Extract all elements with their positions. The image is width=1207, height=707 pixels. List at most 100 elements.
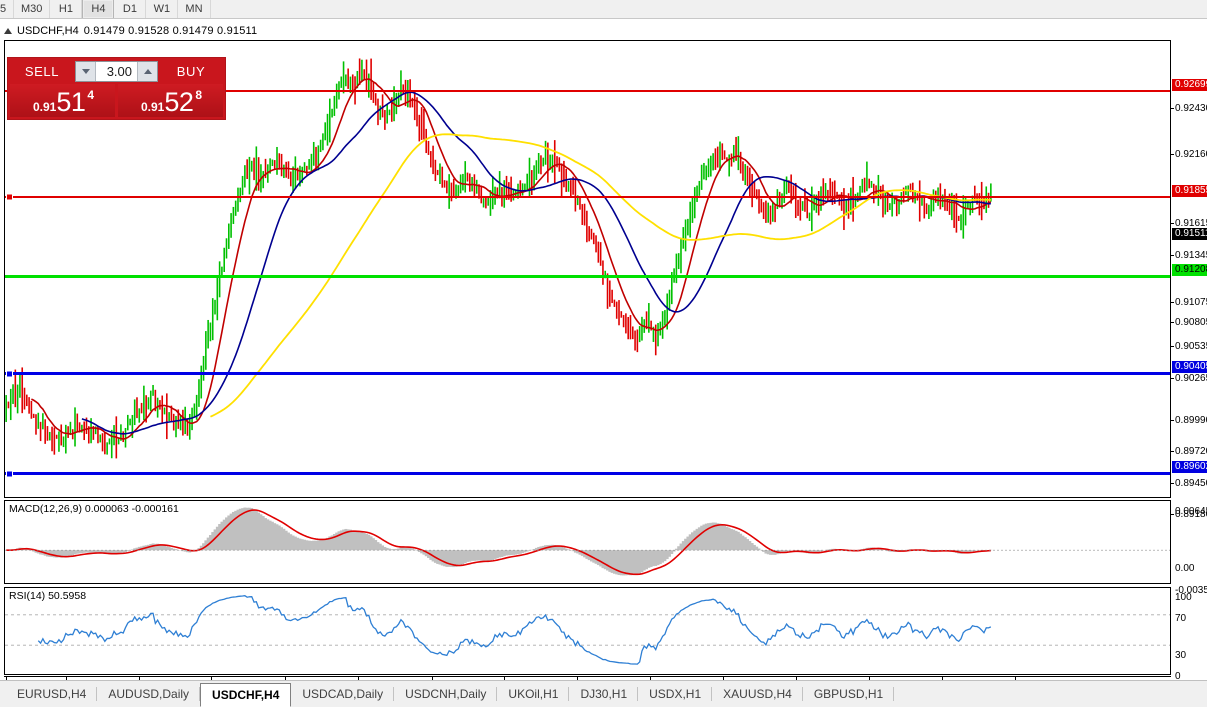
axis-tick-mark	[1171, 514, 1174, 515]
tab-divider	[801, 687, 803, 701]
timeframe-button-h4[interactable]: H4	[82, 0, 115, 18]
chart-tab-dj30-h1[interactable]: DJ30,H1	[569, 681, 639, 707]
axis-tick-mark	[1171, 154, 1174, 155]
chart-tab-ukoil-h1[interactable]: UKOil,H1	[497, 681, 570, 707]
date-tick-mark	[6, 677, 7, 681]
level-line-resistance-mid[interactable]	[5, 193, 1170, 201]
chart-tab-label: USDCAD,Daily	[302, 687, 384, 701]
chart-tab-audusd-daily[interactable]: AUDUSD,Daily	[97, 681, 201, 707]
date-tick-mark	[358, 677, 359, 681]
axis-tick-label: 0.91615	[1175, 218, 1207, 229]
axis-tick-mark	[1171, 302, 1174, 303]
chart-tab-label: USDCNH,Daily	[405, 687, 487, 701]
level-line-support-green[interactable]	[5, 275, 1170, 278]
chart-tab-usdcnh-daily[interactable]: USDCNH,Daily	[394, 681, 498, 707]
price-candlestick-plot	[5, 58, 992, 459]
macd-scale-label: 0.006451	[1175, 506, 1207, 517]
timeframe-button-mn[interactable]: MN	[178, 0, 211, 18]
chart-tab-eurusd-h4[interactable]: EURUSD,H4	[6, 681, 98, 707]
level-line-resistance-upper[interactable]	[5, 90, 1170, 92]
chart-window: USDCHF,H4 0.91479 0.91528 0.91479 0.9151…	[0, 19, 1207, 691]
axis-tick-mark	[1171, 322, 1174, 323]
sell-button[interactable]: SELL	[24, 63, 60, 79]
price-tag-blue[interactable]: 0.89602	[1172, 461, 1207, 473]
one-click-trading-panel[interactable]: SELL 3.00 BUY 0.91 51 4	[7, 57, 226, 120]
price-tag-red[interactable]: 0.92699	[1172, 79, 1207, 91]
tab-divider	[711, 687, 713, 701]
sell-price-sup: 4	[87, 88, 95, 102]
chart-tab-usdchf-h4[interactable]: USDCHF,H4	[200, 683, 292, 707]
volume-stepper[interactable]: 3.00	[75, 60, 158, 82]
price-tag-blue[interactable]: 0.90405	[1172, 361, 1207, 373]
axis-tick-mark	[1171, 420, 1174, 421]
rsi-scale-label: 0	[1175, 671, 1181, 682]
buy-price-cell[interactable]: 0.91 52 8	[118, 84, 223, 117]
level-line-handle[interactable]	[6, 193, 13, 201]
rsi-label: RSI(14) 50.5958	[9, 590, 87, 602]
timeframe-button-d1[interactable]: D1	[114, 0, 147, 18]
trade-panel-prices: 0.91 51 4 0.91 52 8	[8, 84, 225, 119]
chart-tab-gbpusd-h1[interactable]: GBPUSD,H1	[803, 681, 895, 707]
volume-input[interactable]: 3.00	[96, 61, 137, 81]
level-line-handle[interactable]	[6, 470, 13, 477]
chart-tab-label: AUDUSD,Daily	[108, 687, 190, 701]
chart-tab-usdcad-daily[interactable]: USDCAD,Daily	[291, 681, 395, 707]
collapse-triangle-icon[interactable]	[4, 27, 12, 34]
chevron-down-icon	[81, 68, 90, 74]
macd-scale-label: -0.00350	[1175, 585, 1207, 596]
chart-tab-label: XAUUSD,H4	[723, 687, 792, 701]
date-tick-mark	[66, 677, 67, 681]
date-tick-mark	[139, 677, 140, 681]
level-line-support-lower[interactable]	[5, 470, 1170, 477]
rsi-plot	[5, 595, 1170, 665]
price-tag-green[interactable]: 0.91208	[1172, 264, 1207, 276]
trade-panel-header: SELL 3.00 BUY	[8, 58, 225, 84]
chart-tab-label: GBPUSD,H1	[813, 687, 884, 701]
chart-tab-label: EURUSD,H4	[17, 687, 87, 701]
timeframe-button-m30[interactable]: M30	[14, 0, 51, 18]
chart-ohlc-values: 0.91479 0.91528 0.91479 0.91511	[83, 24, 258, 37]
date-tick-mark	[211, 677, 212, 681]
rsi-scale-label: 100	[1175, 592, 1192, 603]
price-tag-red[interactable]: 0.91855	[1172, 185, 1207, 197]
chart-tab-label: UKOil,H1	[508, 687, 559, 701]
tab-divider	[199, 687, 201, 701]
timeframe-button-5[interactable]: 5	[0, 0, 14, 18]
level-line-support-upper[interactable]	[5, 370, 1170, 377]
buy-price-sup: 8	[195, 88, 203, 102]
chart-tab-label: DJ30,H1	[580, 687, 628, 701]
chart-tab-xauusd-h4[interactable]: XAUUSD,H4	[712, 681, 803, 707]
volume-decrease-button[interactable]	[76, 61, 96, 81]
sell-price-big: 51	[56, 87, 86, 117]
timeframe-button-w1[interactable]: W1	[146, 0, 179, 18]
macd-indicator-pane[interactable]: MACD(12,26,9) 0.000063 -0.000161	[4, 500, 1171, 584]
tab-divider	[637, 687, 639, 701]
date-tick-mark	[869, 677, 870, 681]
price-tag-black[interactable]: 0.91511	[1172, 228, 1207, 240]
rsi-indicator-pane[interactable]: RSI(14) 50.5958	[4, 587, 1171, 675]
timeframe-button-h1[interactable]: H1	[50, 0, 83, 18]
sell-price-cell[interactable]: 0.91 51 4	[10, 84, 115, 117]
rsi-scale-label: 70	[1175, 613, 1187, 624]
axis-tick-mark	[1171, 483, 1174, 484]
chevron-up-icon	[143, 68, 152, 74]
axis-tick-mark	[1171, 255, 1174, 256]
volume-increase-button[interactable]	[137, 61, 157, 81]
axis-tick-mark	[1171, 346, 1174, 347]
axis-tick-label: 0.90265	[1175, 373, 1207, 384]
axis-tick-mark	[1171, 378, 1174, 379]
chart-symbol-label: USDCHF,H4	[17, 24, 79, 37]
date-tick-mark	[504, 677, 505, 681]
level-line-handle[interactable]	[6, 370, 13, 377]
chart-tab-bar: EURUSD,H4 AUDUSD,Daily USDCHF,H4 USDCAD,Dai…	[0, 680, 1207, 707]
rsi-scale-label: 30	[1175, 650, 1187, 661]
buy-price-big: 52	[164, 87, 194, 117]
chart-tab-usdx-h1[interactable]: USDX,H1	[638, 681, 713, 707]
buy-button[interactable]: BUY	[176, 63, 206, 79]
timeframe-toolbar: 5 M30 H1 H4 D1 W1 MN	[0, 0, 1207, 19]
